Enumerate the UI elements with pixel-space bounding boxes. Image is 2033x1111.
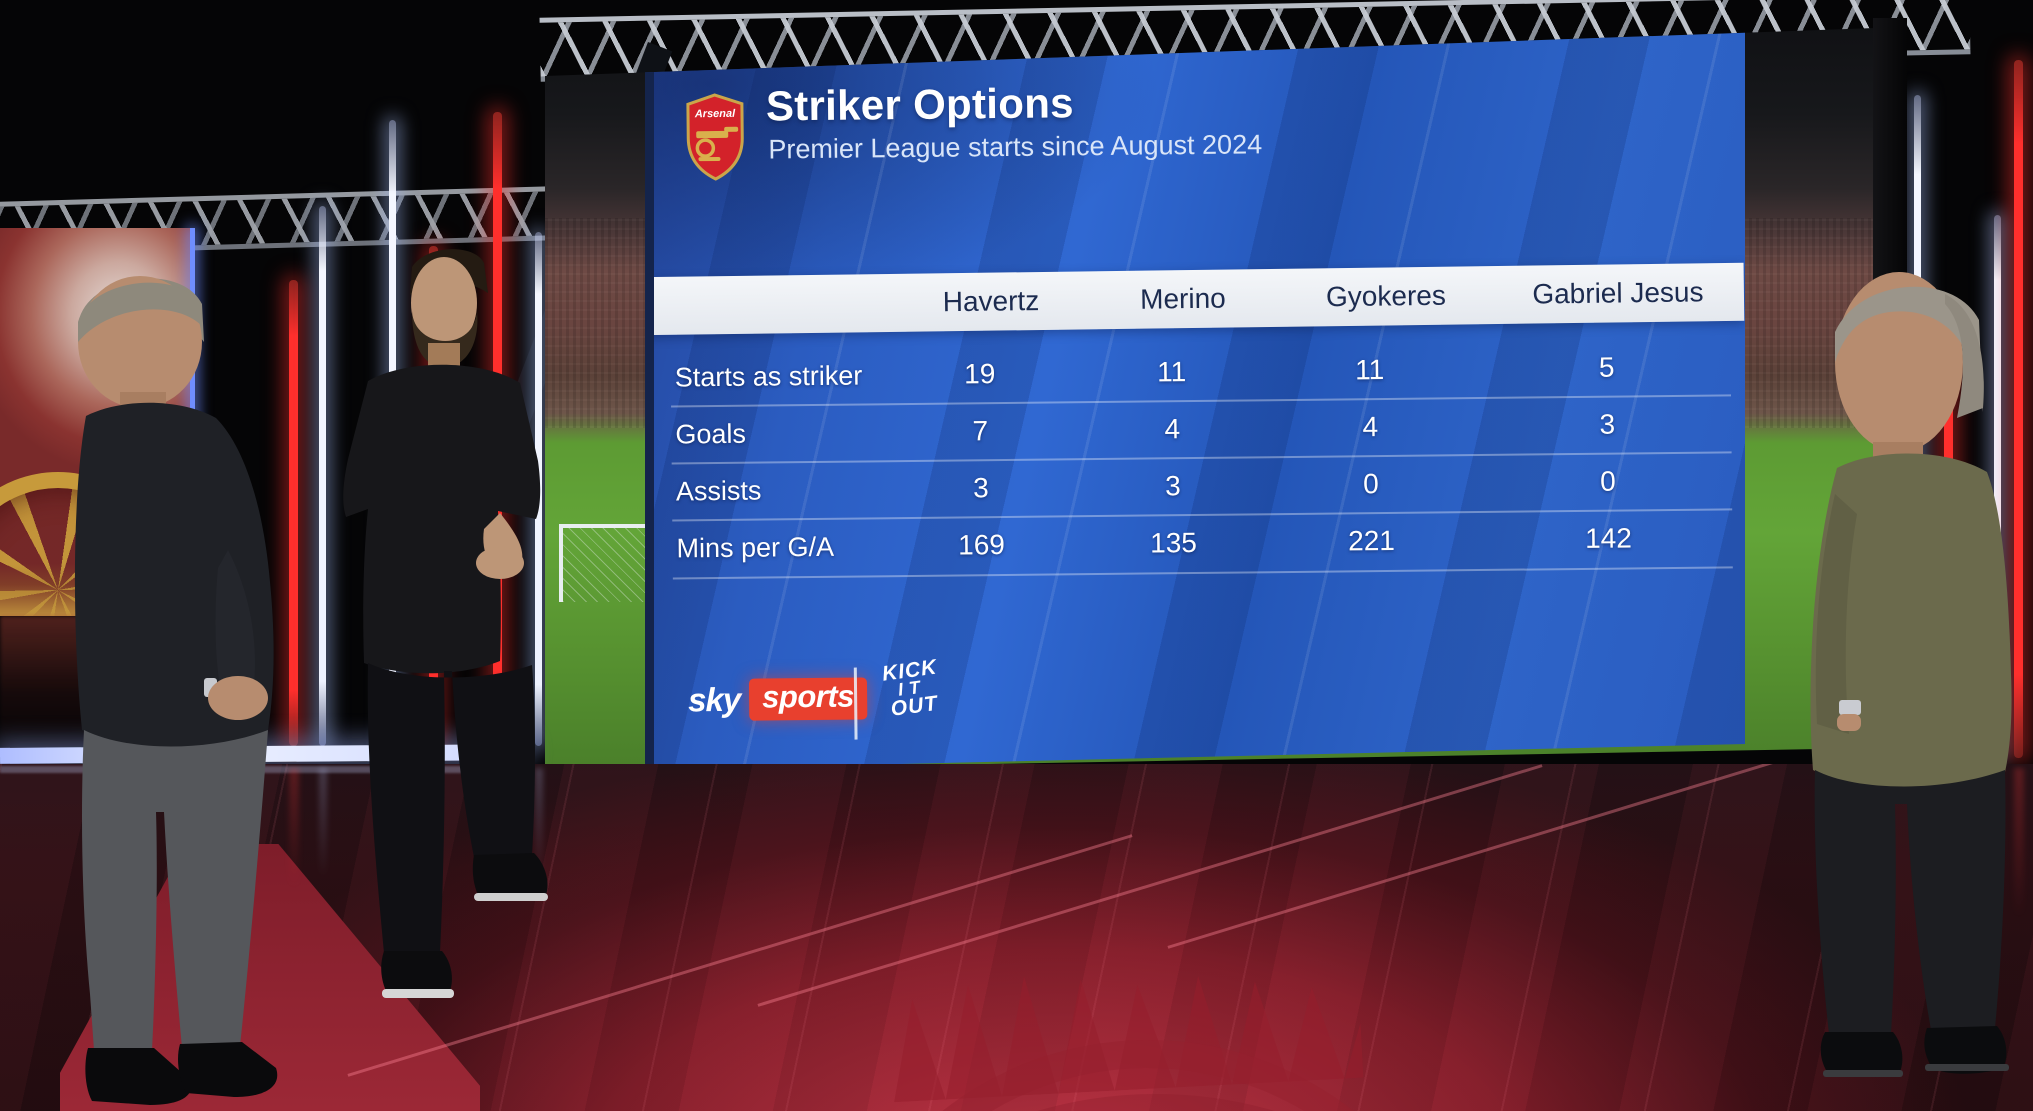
stat-value: 135 bbox=[1149, 526, 1198, 559]
stat-value: 7 bbox=[972, 415, 989, 447]
column-header: Havertz bbox=[942, 285, 1040, 318]
stadium-video-wall: Arsenal Striker Options Premier League s… bbox=[545, 28, 1875, 772]
stat-value: 4 bbox=[1164, 413, 1181, 445]
sports-logo-box: sports bbox=[748, 677, 868, 721]
stat-value: 5 bbox=[1598, 351, 1615, 383]
panel-subtitle: Premier League starts since August 2024 bbox=[768, 129, 1263, 165]
crest-club-name: Arsenal bbox=[694, 108, 736, 120]
studio-floor bbox=[0, 764, 2033, 1111]
column-header: Gabriel Jesus bbox=[1532, 276, 1704, 310]
presenter-left bbox=[74, 276, 278, 1105]
kick-it-out-logo: KICK IT OUT bbox=[880, 655, 940, 721]
stat-value: 11 bbox=[1157, 356, 1187, 388]
presenter-center bbox=[343, 249, 548, 998]
led-reflection bbox=[2014, 768, 2024, 918]
table-row: Starts as striker 19 11 11 5 bbox=[645, 340, 1745, 404]
led-strip bbox=[1994, 215, 2001, 758]
stat-value: 11 bbox=[1355, 354, 1385, 386]
led-strip bbox=[2014, 60, 2023, 758]
led-reflection bbox=[289, 768, 299, 888]
row-label: Goals bbox=[675, 418, 747, 450]
stat-value: 3 bbox=[1164, 470, 1181, 502]
arsenal-crest-icon: Arsenal bbox=[686, 93, 744, 181]
table-header-band: Havertz Merino Gyokeres Gabriel Jesus bbox=[645, 262, 1745, 336]
table-row: Mins per G/A 169 135 221 142 bbox=[646, 511, 1745, 575]
stat-value: 4 bbox=[1362, 411, 1379, 443]
stat-value: 221 bbox=[1347, 524, 1396, 557]
column-header: Merino bbox=[1139, 282, 1226, 315]
panel-title: Striker Options bbox=[765, 79, 1075, 130]
led-strip bbox=[289, 280, 298, 746]
sky-logo-text: sky bbox=[687, 680, 741, 719]
row-label: Assists bbox=[675, 475, 762, 507]
led-reflection bbox=[319, 768, 327, 878]
table-row: Goals 7 4 4 3 bbox=[645, 397, 1745, 461]
stat-value: 169 bbox=[958, 528, 1006, 561]
stat-value: 3 bbox=[972, 472, 989, 504]
row-label: Starts as striker bbox=[674, 360, 863, 393]
stat-value: 3 bbox=[1599, 408, 1616, 440]
goal bbox=[559, 524, 651, 602]
stat-value: 142 bbox=[1584, 522, 1633, 554]
stat-value: 0 bbox=[1599, 465, 1616, 497]
table-row: Assists 3 3 0 0 bbox=[646, 454, 1745, 518]
led-strip bbox=[319, 206, 326, 746]
stat-value: 0 bbox=[1362, 468, 1379, 500]
stat-value: 19 bbox=[963, 358, 996, 390]
sky-sports-logo: sky sports bbox=[687, 677, 868, 721]
stats-panel: Arsenal Striker Options Premier League s… bbox=[645, 28, 1745, 770]
presenter-right bbox=[1810, 272, 2012, 1077]
column-header: Gyokeres bbox=[1325, 279, 1447, 313]
row-label: Mins per G/A bbox=[676, 531, 835, 564]
led-reflection bbox=[535, 768, 543, 878]
